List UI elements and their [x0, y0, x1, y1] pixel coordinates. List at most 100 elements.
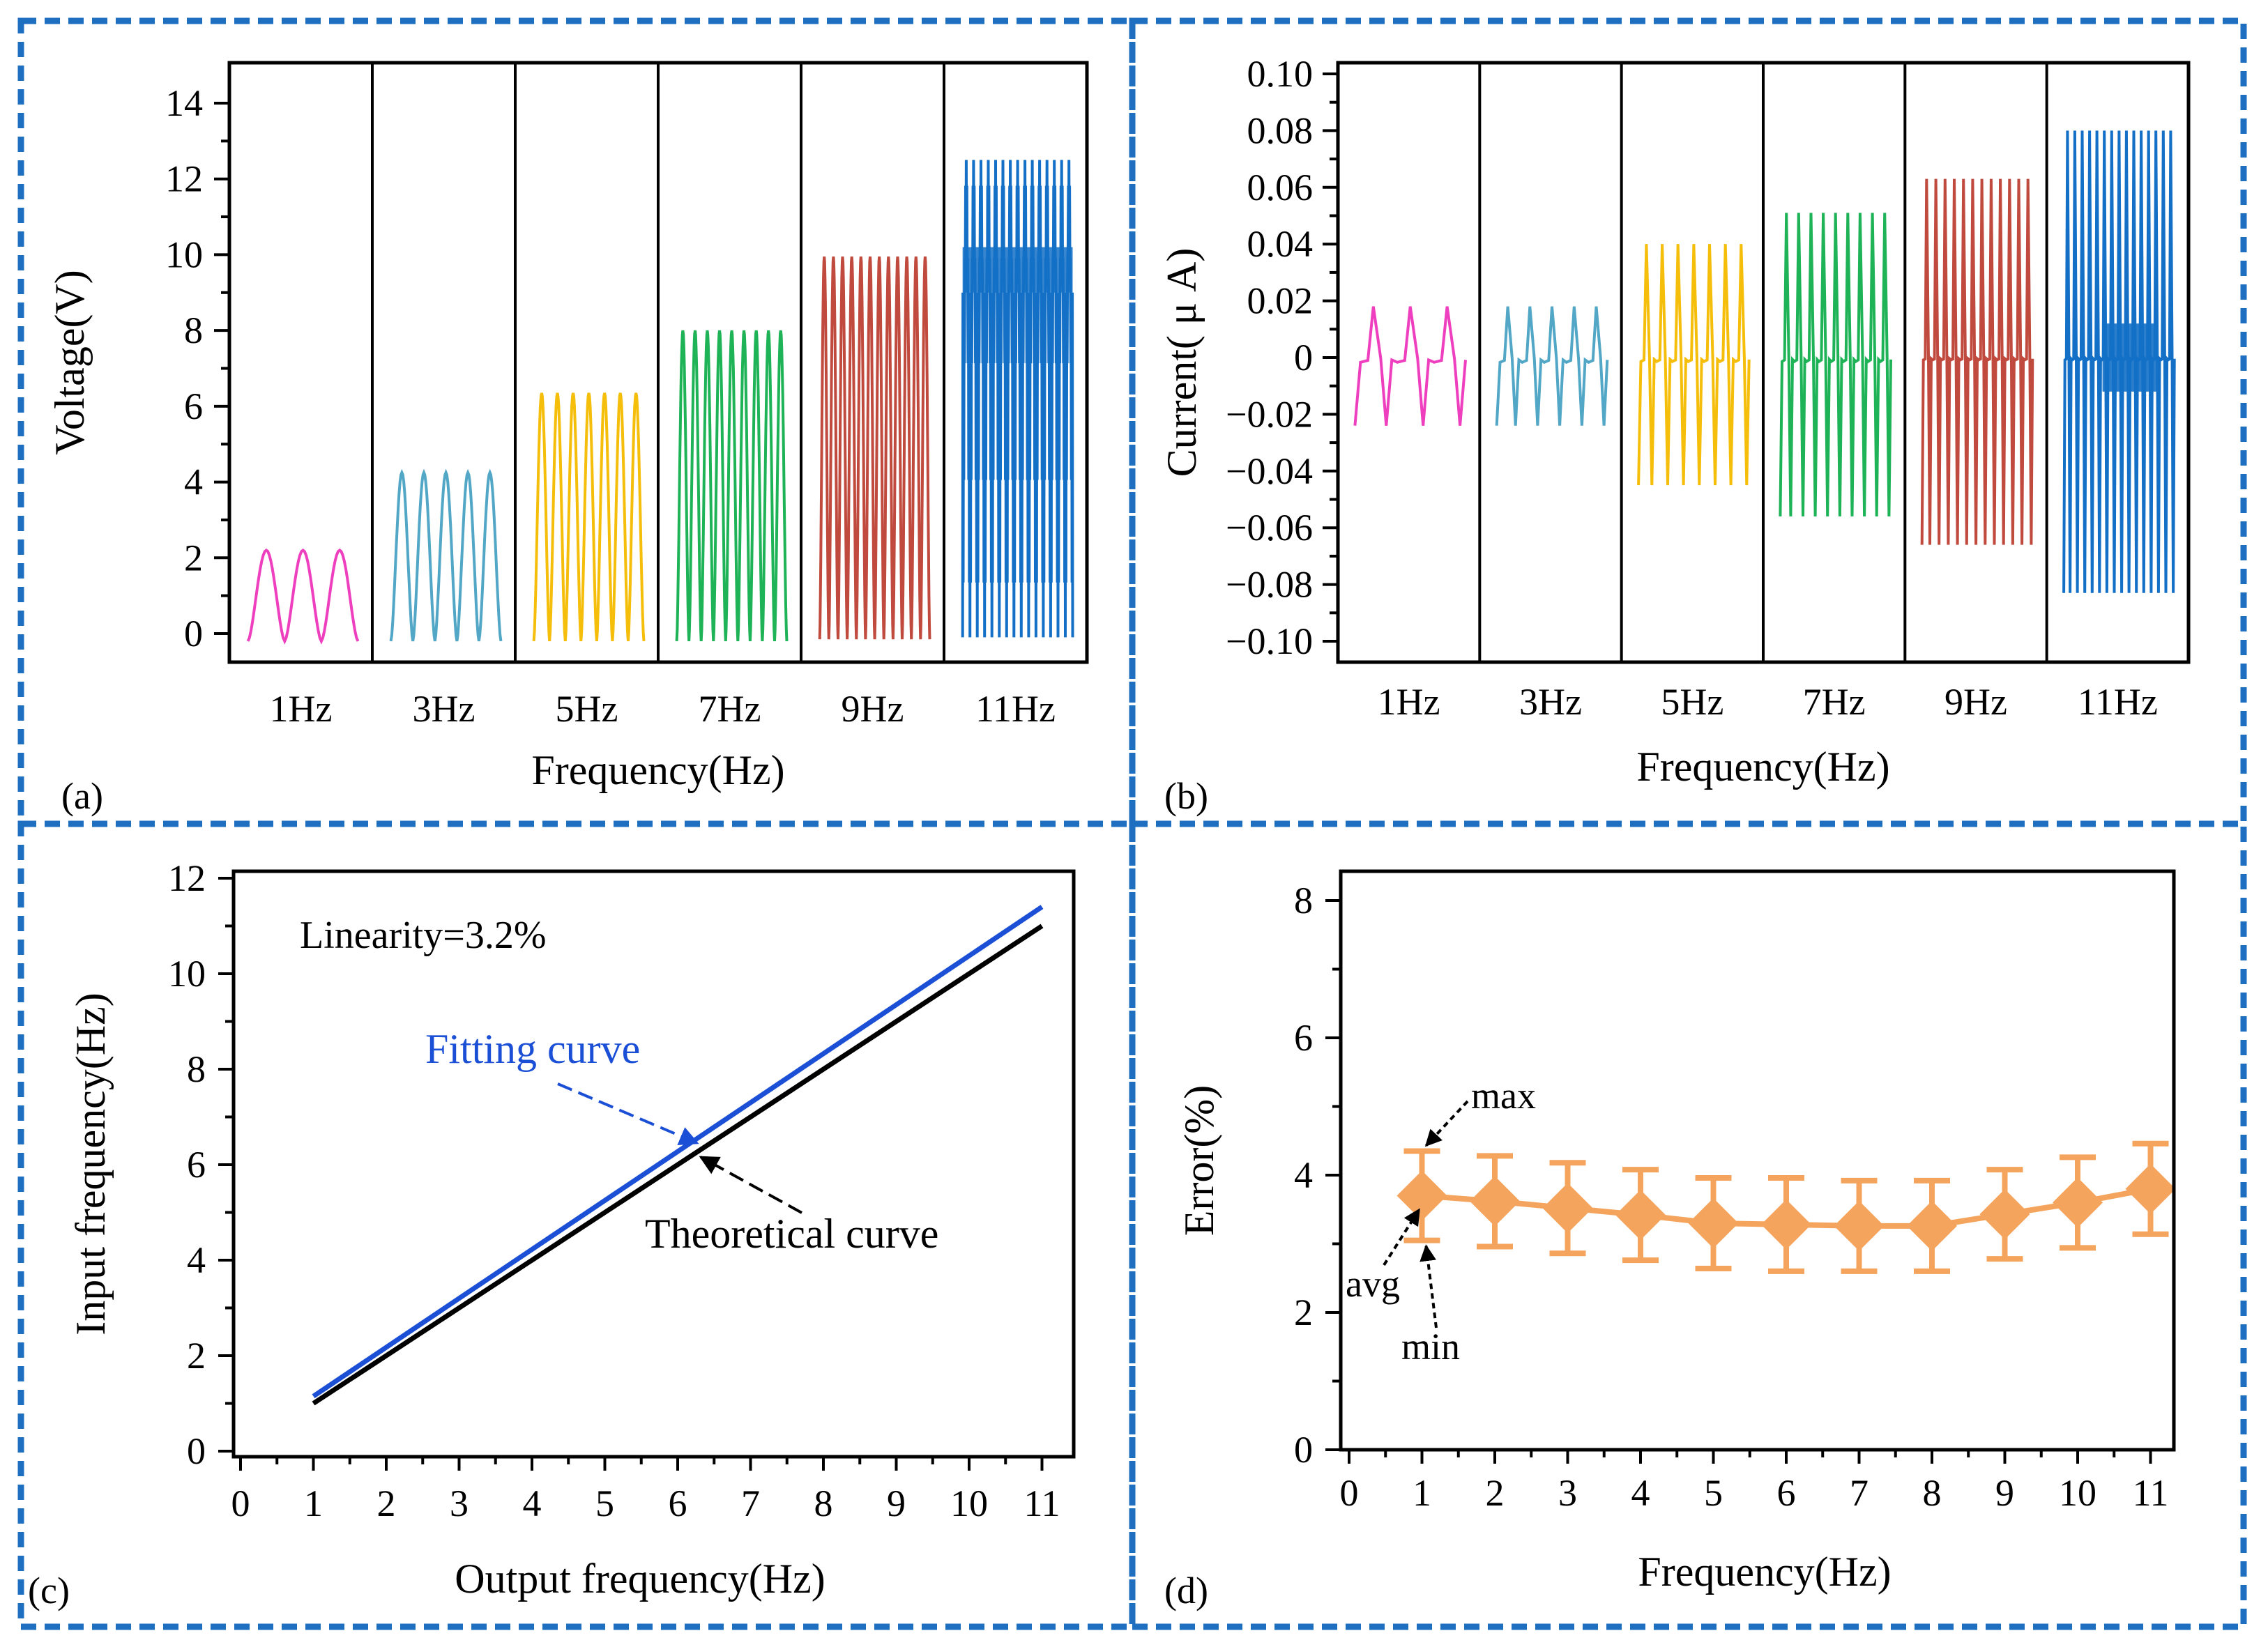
panel-c-x-tick-label: 9 — [887, 1483, 906, 1524]
panel-c-x-tick-label: 2 — [377, 1483, 396, 1524]
panel-c-x-tick-label: 1 — [304, 1483, 323, 1524]
current-wave-5hz — [1637, 244, 1751, 486]
panel-b-y-axis-label: Current( μ A) — [1159, 248, 1205, 477]
panel-a-x-tick-label: 9Hz — [842, 688, 904, 730]
theoretical-curve-arrow — [699, 1156, 802, 1214]
theoretical-curve-label: Theoretical curve — [645, 1211, 938, 1257]
panel-b-y-tick-label: −0.04 — [1226, 450, 1313, 492]
panel-d-x-tick-label: 3 — [1558, 1472, 1577, 1514]
panel-c-y-tick-label: 4 — [187, 1239, 206, 1281]
voltage-wave-11hz — [961, 160, 1074, 638]
error-avg-marker — [2053, 1177, 2103, 1228]
panel-c-border — [17, 820, 1136, 1630]
voltage-wave-1hz — [246, 548, 360, 645]
panel-a-x-tick-label: 7Hz — [699, 688, 761, 730]
panel-a-y-axis-label: Voltage(V) — [47, 270, 93, 455]
panel-a-x-axis-label: Frequency(Hz) — [531, 747, 784, 793]
min-annotation: min — [1401, 1326, 1460, 1368]
panel-b-current-chart: −0.10 −0.08 −0.06 −0.04 −0.02 0 0.02 0.04 0.06 0.… — [1159, 53, 2191, 817]
panel-c-y-tick-label: 0 — [187, 1430, 206, 1472]
panel-d-x-tick-label: 8 — [1923, 1472, 1942, 1514]
panel-a-y-tick-label: 2 — [184, 537, 203, 579]
panel-d-x-tick-label: 7 — [1850, 1472, 1869, 1514]
fitting-curve-arrow — [557, 1082, 699, 1146]
panel-c-y-tick-label: 2 — [187, 1335, 206, 1377]
panel-b-y-tick-label: −0.10 — [1226, 620, 1313, 662]
panel-d-x-tick-label: 5 — [1704, 1472, 1723, 1514]
panel-d-error-chart: 0 1 2 3 4 5 6 7 8 9 10 11 0 2 4 6 8 max avg min Frequenc… — [1164, 869, 2176, 1611]
current-wave-9hz — [1920, 178, 2034, 545]
voltage-wave-9hz — [818, 256, 931, 640]
panel-a-label: (a) — [61, 775, 103, 817]
panel-borders — [17, 17, 2247, 1630]
max-arrow — [1424, 1100, 1469, 1147]
panel-b-y-tick-label: −0.06 — [1226, 507, 1313, 549]
panel-b-y-tick-label: 0.04 — [1247, 223, 1314, 265]
error-avg-marker — [1761, 1199, 1811, 1250]
panel-c-x-tick-label: 3 — [450, 1483, 469, 1524]
panel-a-y-tick-label: 0 — [184, 613, 203, 654]
panel-a-x-tick-label: 3Hz — [413, 688, 475, 730]
panel-b-x-tick-label: 11Hz — [2078, 681, 2158, 723]
panel-c-label: (c) — [28, 1570, 70, 1611]
panel-b-y-tick-label: 0 — [1294, 337, 1313, 378]
panel-b-x-tick-label: 1Hz — [1378, 681, 1440, 723]
panel-c-y-tick-label: 10 — [168, 953, 206, 995]
panel-c-x-axis-label: Output frequency(Hz) — [455, 1556, 825, 1602]
panel-d-y-axis-label: Error(%) — [1176, 1085, 1222, 1236]
panel-d-y-tick-label: 0 — [1294, 1429, 1313, 1471]
current-wave-3hz — [1495, 306, 1609, 426]
panel-c-y-tick-label: 8 — [187, 1048, 206, 1090]
panel-a-y-tick-label: 6 — [184, 385, 203, 427]
panel-c-x-tick-label: 5 — [595, 1483, 614, 1524]
error-avg-marker — [1834, 1200, 1885, 1251]
linearity-annotation: Linearity=3.2% — [300, 914, 546, 957]
panel-a-y-tick-label: 14 — [165, 82, 203, 124]
panel-c-y-tick-label: 12 — [168, 857, 206, 899]
panel-b-y-tick-label: −0.02 — [1226, 393, 1313, 435]
panel-a-y-tick-label: 8 — [184, 309, 203, 351]
panel-a-x-tick-label: 5Hz — [556, 688, 618, 730]
error-avg-marker — [1979, 1189, 2030, 1240]
panel-a-plot-frame — [227, 61, 1089, 664]
panel-b-plot-frame — [1336, 61, 2191, 664]
panel-a-x-tick-label: 1Hz — [270, 688, 333, 730]
panel-d-y-tick-label: 6 — [1294, 1017, 1313, 1059]
fitting-curve-line — [312, 905, 1044, 1399]
current-band-11hz — [2102, 323, 2158, 392]
max-annotation: max — [1471, 1075, 1536, 1117]
panel-a-x-tick-label: 11Hz — [975, 688, 1056, 730]
panel-b-x-axis-label: Frequency(Hz) — [1636, 744, 1889, 790]
panel-d-x-tick-label: 11 — [2133, 1472, 2169, 1514]
avg-arrow — [1383, 1208, 1421, 1266]
panel-d-label: (d) — [1164, 1570, 1208, 1611]
panel-c-x-tick-label: 7 — [741, 1483, 760, 1524]
panel-b-y-tick-label: 0.08 — [1247, 109, 1314, 151]
panel-c-x-tick-label: 6 — [669, 1483, 687, 1524]
panel-c-x-tick-label: 0 — [231, 1483, 250, 1524]
panel-b-label: (b) — [1164, 775, 1208, 817]
voltage-band-11hz — [962, 247, 1073, 293]
panel-c-x-tick-label: 11 — [1024, 1483, 1060, 1524]
panel-d-y-tick-label: 8 — [1294, 880, 1313, 921]
panel-a-y-tick-label: 10 — [165, 233, 203, 275]
panel-b-y-tick-label: 0.10 — [1247, 53, 1314, 95]
voltage-wave-3hz — [389, 468, 503, 642]
voltage-wave-7hz — [675, 330, 789, 641]
theoretical-curve-line — [312, 924, 1044, 1406]
panel-d-x-tick-label: 1 — [1413, 1472, 1431, 1514]
error-avg-marker — [1688, 1197, 1739, 1248]
panel-c-y-tick-label: 6 — [187, 1144, 206, 1186]
panel-d-x-tick-label: 0 — [1340, 1472, 1359, 1514]
panel-d-x-tick-label: 10 — [2059, 1472, 2096, 1514]
panel-d-y-tick-label: 4 — [1294, 1154, 1313, 1196]
panel-b-x-tick-label: 3Hz — [1519, 681, 1582, 723]
panel-c-plot-frame — [231, 869, 1076, 1459]
current-wave-7hz — [1779, 213, 1892, 516]
panel-d-y-tick-label: 2 — [1294, 1292, 1313, 1333]
avg-annotation: avg — [1346, 1263, 1400, 1305]
error-avg-marker — [1615, 1190, 1666, 1241]
panel-b-y-tick-label: −0.08 — [1226, 564, 1313, 606]
